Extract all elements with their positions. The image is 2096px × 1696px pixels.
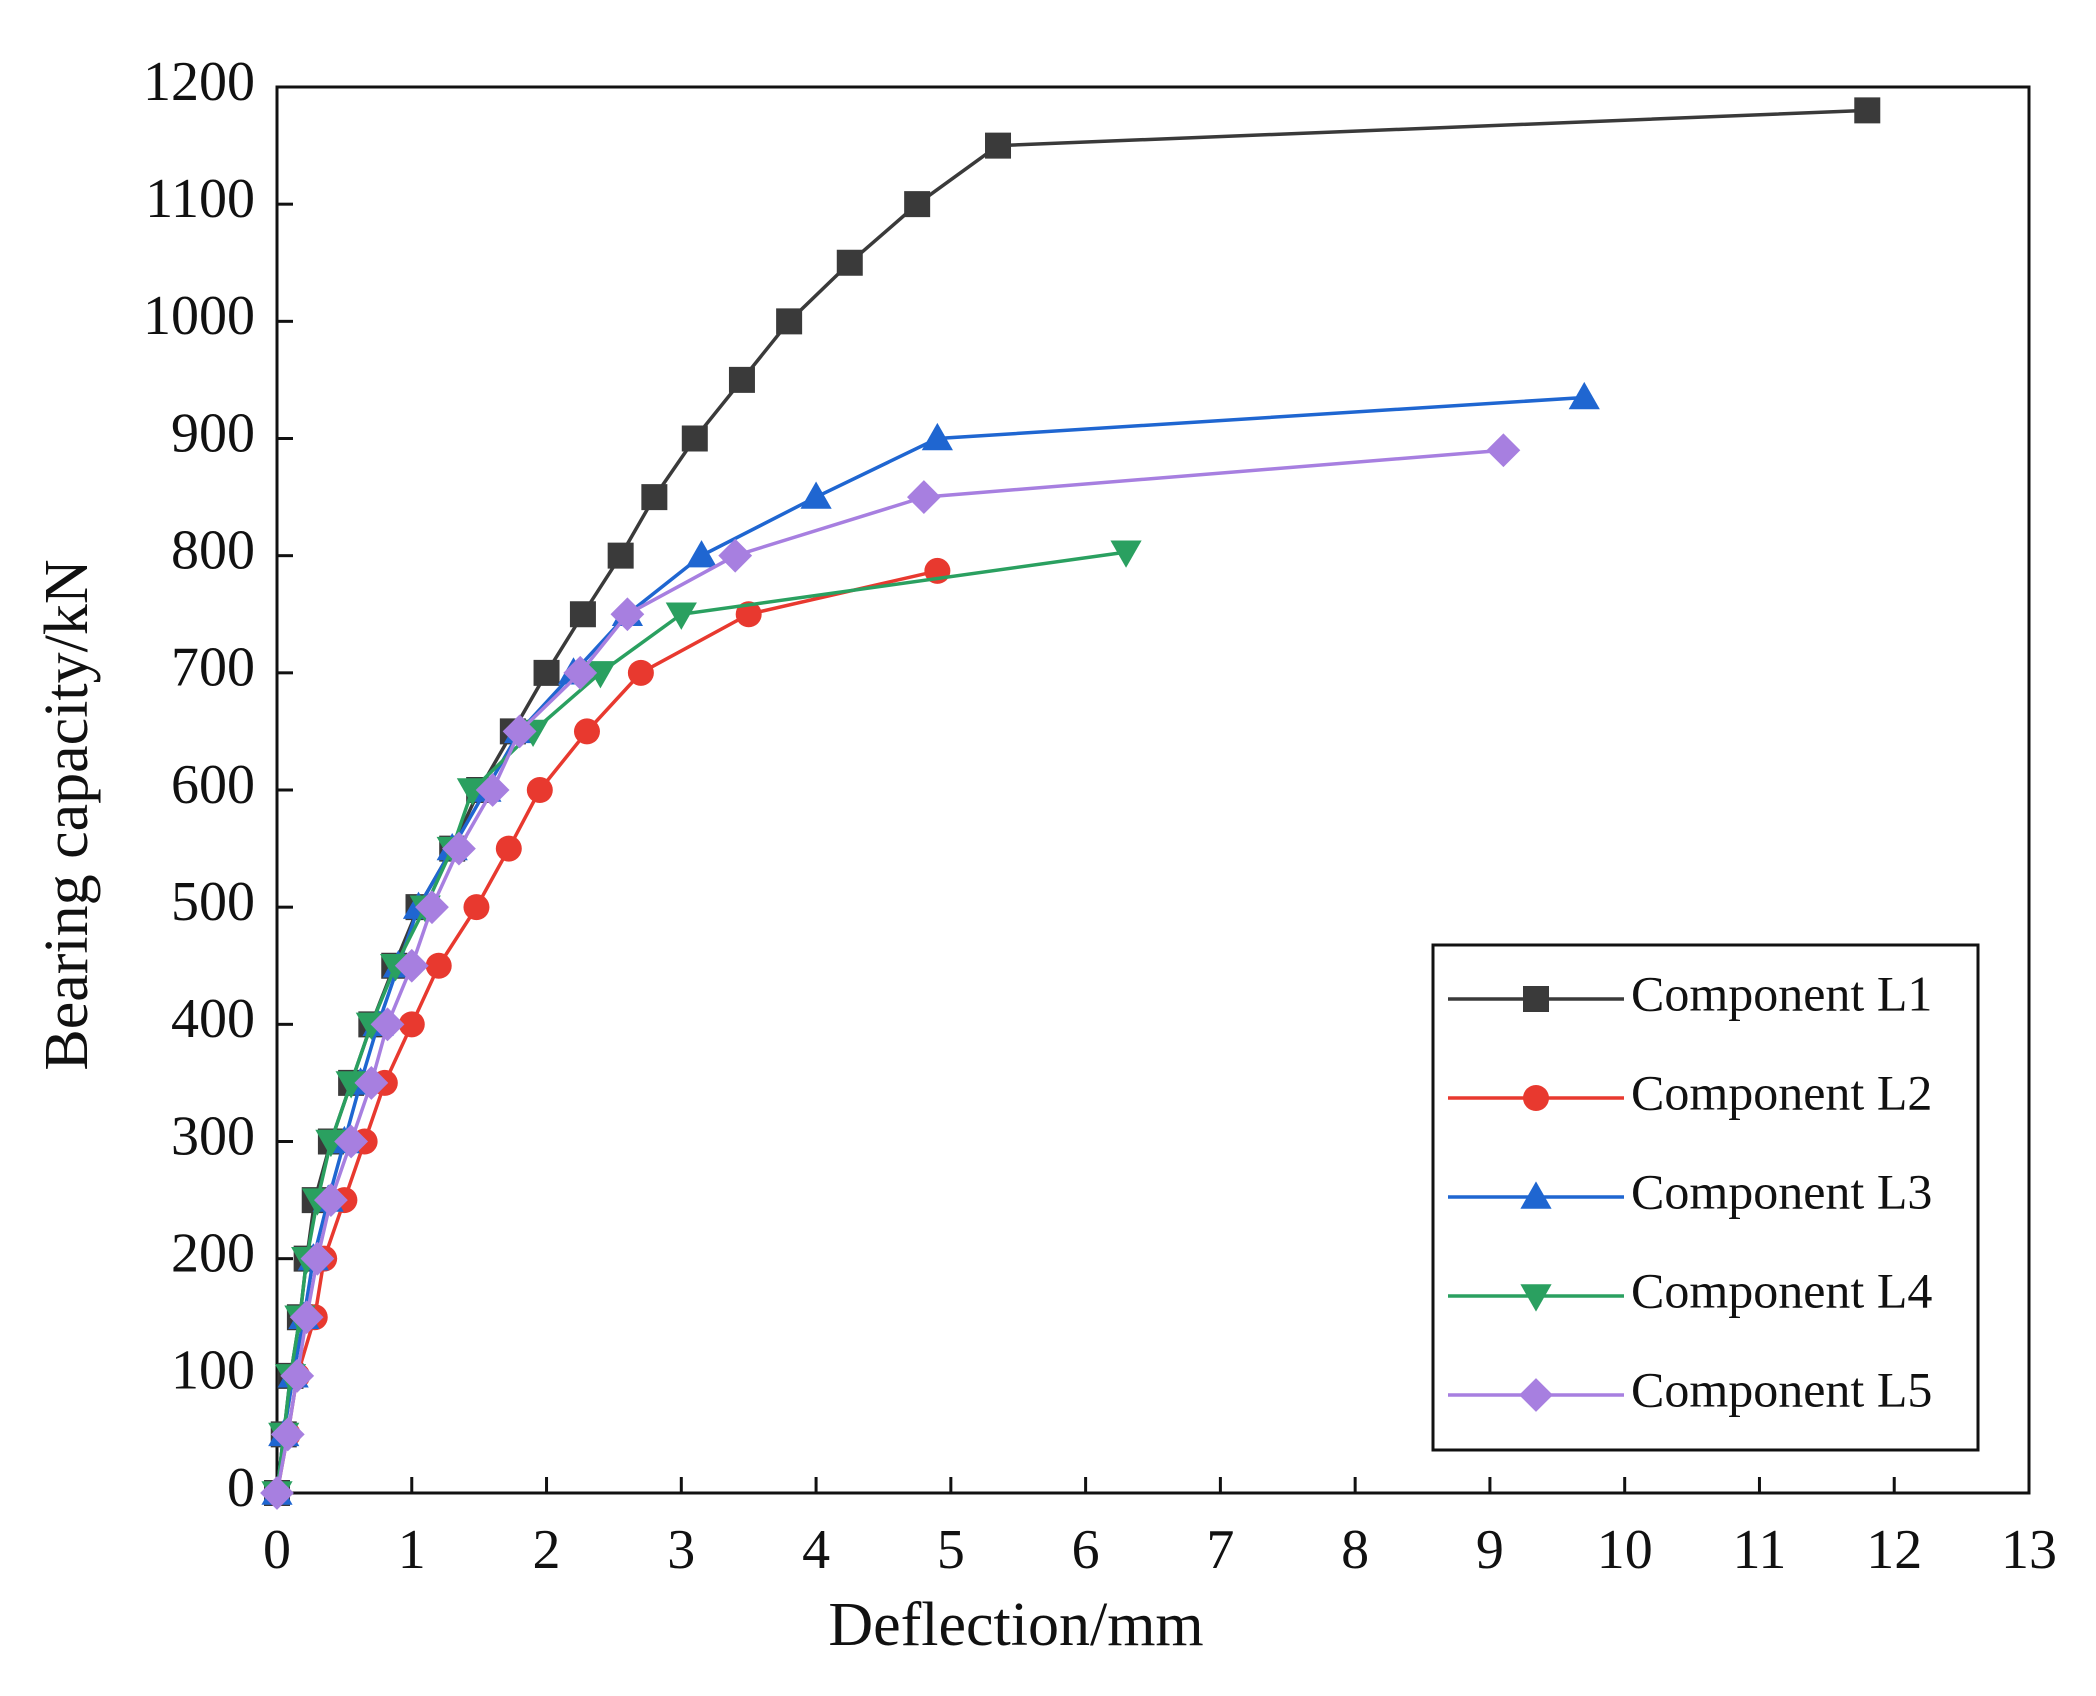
point-marker (906, 480, 941, 514)
point-marker (904, 191, 931, 218)
x-tick-label: 6 (1072, 1519, 1100, 1581)
x-tick-label: 10 (1597, 1519, 1653, 1581)
point-marker (627, 659, 654, 686)
point-marker (289, 1300, 324, 1335)
point-marker (1486, 433, 1521, 468)
point-marker (1854, 97, 1881, 124)
y-tick-label: 100 (171, 1340, 255, 1402)
point-marker (563, 655, 598, 690)
x-tick-label: 7 (1206, 1519, 1234, 1581)
y-tick-label: 1100 (145, 168, 255, 230)
point-marker (495, 835, 522, 862)
point-marker (425, 952, 452, 979)
x-tick-label: 2 (533, 1519, 561, 1581)
plot-frame (275, 85, 2031, 1495)
x-tick-label: 5 (937, 1519, 965, 1581)
y-tick-label: 1000 (143, 285, 255, 347)
x-tick-label: 8 (1341, 1519, 1369, 1581)
point-marker (735, 601, 762, 628)
x-tick-label: 11 (1733, 1519, 1787, 1581)
point-marker (641, 484, 668, 511)
point-marker (533, 659, 560, 686)
legend-marker (1519, 1378, 1553, 1412)
point-marker (573, 718, 600, 745)
legend-label: Component L1 (1631, 965, 1932, 1021)
legend-marker (1520, 1181, 1552, 1209)
y-tick-label: 800 (171, 520, 255, 582)
legend-label: Component L2 (1631, 1064, 1932, 1120)
point-marker (370, 1007, 405, 1042)
y-tick-label: 300 (171, 1105, 255, 1167)
point-marker (270, 1417, 305, 1452)
point-marker (280, 1358, 315, 1393)
point-marker (335, 1071, 367, 1099)
point-marker (456, 778, 489, 806)
point-marker (685, 540, 718, 568)
x-tick-label: 0 (263, 1519, 291, 1581)
point-marker (1110, 540, 1142, 568)
point-marker (463, 894, 490, 921)
point-marker (398, 1011, 425, 1038)
point-marker (985, 132, 1012, 159)
x-tick-label: 1 (398, 1519, 426, 1581)
point-marker (718, 538, 753, 573)
y-tick-label: 700 (171, 637, 255, 699)
y-tick-label: 0 (227, 1457, 255, 1519)
point-marker (334, 1124, 369, 1159)
y-tick-label: 900 (171, 402, 255, 464)
point-marker (475, 773, 510, 807)
point-marker (681, 425, 708, 452)
x-tick-label: 4 (802, 1519, 830, 1581)
x-tick-label: 13 (2001, 1519, 2057, 1581)
legend-label: Component L5 (1631, 1361, 1932, 1417)
point-marker (526, 777, 553, 804)
x-tick-label: 12 (1866, 1519, 1922, 1581)
point-marker (415, 890, 449, 925)
point-marker (300, 1241, 335, 1276)
legend-marker (1523, 1085, 1549, 1111)
point-marker (836, 249, 863, 276)
legend-label: Component L4 (1631, 1262, 1932, 1318)
x-axis-title: Deflection/mm (828, 1591, 1203, 1659)
point-marker (502, 714, 537, 749)
y-tick-label: 600 (171, 754, 255, 816)
y-tick-label: 1200 (143, 51, 255, 113)
point-marker (584, 661, 617, 689)
x-tick-label: 9 (1476, 1519, 1504, 1581)
point-marker (569, 601, 596, 628)
y-tick-label: 400 (171, 988, 255, 1050)
point-marker (665, 602, 697, 630)
legend-marker (1520, 1284, 1552, 1312)
legend-label: Component L3 (1631, 1163, 1932, 1219)
point-marker (921, 422, 953, 451)
point-marker (354, 1066, 389, 1100)
point-marker (315, 1129, 347, 1158)
point-marker (442, 831, 476, 866)
x-tick-label: 3 (667, 1519, 695, 1581)
y-tick-label: 500 (171, 871, 255, 933)
point-marker (610, 597, 645, 632)
point-marker (607, 542, 634, 569)
point-marker (260, 1476, 294, 1510)
point-marker (728, 366, 755, 393)
point-marker (776, 308, 803, 335)
point-marker (394, 948, 429, 983)
y-tick-label: 200 (171, 1223, 255, 1285)
y-axis-title: Bearing capacity/kN (33, 559, 101, 1070)
point-marker (314, 1183, 348, 1217)
point-marker (1568, 381, 1600, 410)
point-marker (800, 481, 832, 509)
legend-marker (1523, 986, 1549, 1012)
